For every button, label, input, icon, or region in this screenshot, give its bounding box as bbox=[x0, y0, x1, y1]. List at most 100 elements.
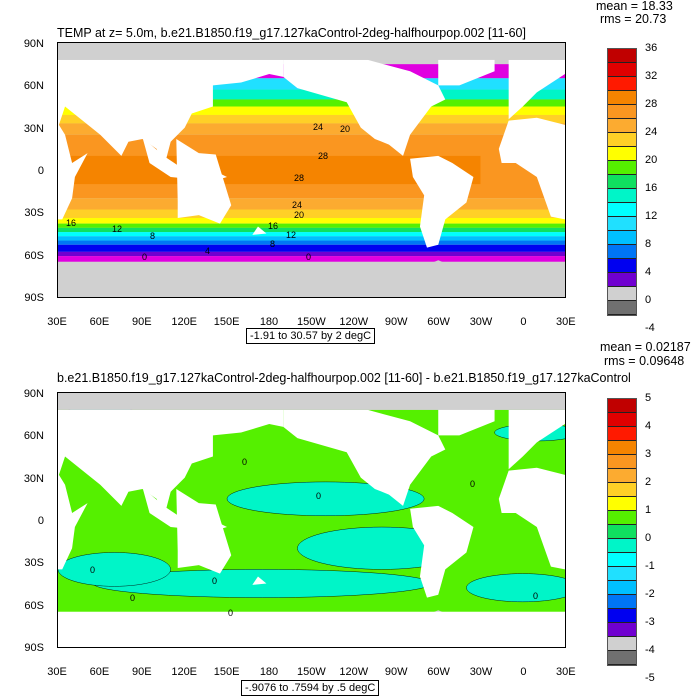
colorbar-label: 0 bbox=[645, 532, 652, 544]
colorbar-swatch bbox=[608, 581, 636, 595]
lat-tick-label: 60N bbox=[23, 430, 44, 443]
contour-label: 0 bbox=[533, 591, 539, 601]
lon-tick-label: 150E bbox=[213, 316, 240, 328]
lon-tick-label: 180 bbox=[259, 316, 279, 328]
contour-label: 12 bbox=[112, 224, 123, 234]
colorbar-swatch bbox=[608, 595, 636, 609]
colorbar-swatch bbox=[608, 245, 636, 259]
colorbar-swatch bbox=[608, 427, 636, 441]
colorbar-label: 3 bbox=[645, 448, 652, 460]
lon-tick-label: 60W bbox=[427, 316, 450, 328]
colorbar-swatch bbox=[608, 175, 636, 189]
contour-label: 0 bbox=[142, 252, 148, 262]
lon-tick-label: 0 bbox=[520, 666, 527, 678]
lon-tick-label: 120W bbox=[339, 666, 369, 678]
lon-tick-label: 60W bbox=[427, 666, 450, 678]
colorbar-swatch bbox=[608, 133, 636, 147]
colorbar-swatch bbox=[608, 553, 636, 567]
colorbar-swatch bbox=[608, 469, 636, 483]
contour-label: 20 bbox=[340, 124, 351, 134]
colorbar-swatch bbox=[608, 651, 636, 665]
colorbar-swatch bbox=[608, 301, 636, 315]
colorbar-swatch bbox=[608, 259, 636, 273]
colorbar-label: -1 bbox=[645, 560, 655, 572]
lat-tick-label: 90S bbox=[24, 291, 44, 304]
contour-label: 4 bbox=[205, 246, 211, 256]
colorbar-swatch bbox=[608, 525, 636, 539]
contour-label: 0 bbox=[306, 252, 312, 262]
contour-label: 8 bbox=[270, 239, 276, 249]
colorbar-swatch bbox=[608, 203, 636, 217]
contour-label: 0 bbox=[90, 565, 96, 575]
contour-label: 24 bbox=[292, 200, 303, 210]
lon-tick-label: 30W bbox=[469, 316, 493, 328]
contour-label: 24 bbox=[313, 122, 324, 132]
bottom-difference-map bbox=[57, 392, 566, 648]
lat-tick-label: 0 bbox=[37, 514, 44, 527]
colorbar-swatch bbox=[608, 455, 636, 469]
lat-tick-label: 30N bbox=[23, 122, 44, 135]
lon-tick-label: 90E bbox=[132, 666, 152, 678]
colorbar-label: 24 bbox=[645, 126, 658, 138]
colorbar-swatch bbox=[608, 231, 636, 245]
lon-tick-label: 0 bbox=[520, 316, 527, 328]
colorbar-swatch bbox=[608, 609, 636, 623]
colorbar-swatch bbox=[608, 539, 636, 553]
colorbar-swatch bbox=[608, 217, 636, 231]
lon-tick-label: 60E bbox=[89, 666, 110, 678]
lon-tick-label: 30E bbox=[47, 316, 67, 328]
contour-label: 16 bbox=[66, 218, 77, 228]
lon-tick-label: 60E bbox=[89, 316, 110, 328]
colorbar-swatch bbox=[608, 497, 636, 511]
lat-tick-label: 90S bbox=[24, 641, 44, 654]
colorbar-label: 8 bbox=[645, 238, 652, 250]
colorbar-swatch bbox=[608, 49, 636, 63]
lon-tick-label: 30W bbox=[469, 666, 493, 678]
colorbar-swatch bbox=[608, 399, 636, 413]
colorbar-swatch bbox=[608, 63, 636, 77]
colorbar-swatch bbox=[608, 623, 636, 637]
colorbar-swatch bbox=[608, 483, 636, 497]
lat-tick-label: 60S bbox=[24, 249, 44, 262]
colorbar-label: -3 bbox=[645, 616, 655, 628]
top-rms: rms = 20.73 bbox=[600, 12, 667, 26]
contour-label: 0 bbox=[470, 479, 476, 489]
colorbar-label: 20 bbox=[645, 154, 658, 166]
colorbar-label: 36 bbox=[645, 42, 658, 54]
top-sst-map bbox=[57, 42, 566, 298]
top-contour-range: -1.91 to 30.57 by 2 degC bbox=[246, 328, 376, 344]
lat-tick-label: 30N bbox=[23, 472, 44, 485]
lon-tick-label: 120W bbox=[339, 316, 369, 328]
colorbar-swatch bbox=[608, 147, 636, 161]
contour-label: 20 bbox=[294, 210, 305, 220]
colorbar-label: 4 bbox=[645, 266, 652, 278]
colorbar-label: -4 bbox=[645, 322, 655, 334]
colorbar-swatch bbox=[608, 91, 636, 105]
lon-tick-label: 150E bbox=[213, 666, 240, 678]
lat-tick-label: 0 bbox=[37, 164, 44, 177]
colorbar-label: 1 bbox=[645, 504, 652, 516]
bottom-mean: mean = 0.02187 bbox=[600, 340, 691, 354]
lat-tick-label: 60S bbox=[24, 599, 44, 612]
lon-tick-label: 90W bbox=[384, 666, 408, 678]
colorbar-swatch bbox=[608, 77, 636, 91]
colorbar-swatch bbox=[608, 189, 636, 203]
colorbar-swatch bbox=[608, 105, 636, 119]
contour-label: 28 bbox=[318, 151, 329, 161]
contour-label: 0 bbox=[212, 576, 218, 586]
contour-label: 0 bbox=[228, 608, 234, 618]
lon-tick-label: 120E bbox=[171, 316, 198, 328]
lat-tick-label: 60N bbox=[23, 80, 44, 93]
colorbar-swatch bbox=[608, 273, 636, 287]
colorbar-label: 28 bbox=[645, 98, 658, 110]
lon-tick-label: 150W bbox=[297, 666, 326, 678]
bottom-contour-range: -.9076 to .7594 by .5 degC bbox=[241, 680, 380, 696]
contour-label: 0 bbox=[130, 593, 136, 603]
colorbar-label: 4 bbox=[645, 420, 652, 432]
colorbar-label: -5 bbox=[645, 672, 655, 684]
colorbar-swatch bbox=[608, 637, 636, 651]
lon-tick-label: 30E bbox=[47, 666, 67, 678]
colorbar-label: 16 bbox=[645, 182, 658, 194]
colorbar-swatch bbox=[608, 441, 636, 455]
